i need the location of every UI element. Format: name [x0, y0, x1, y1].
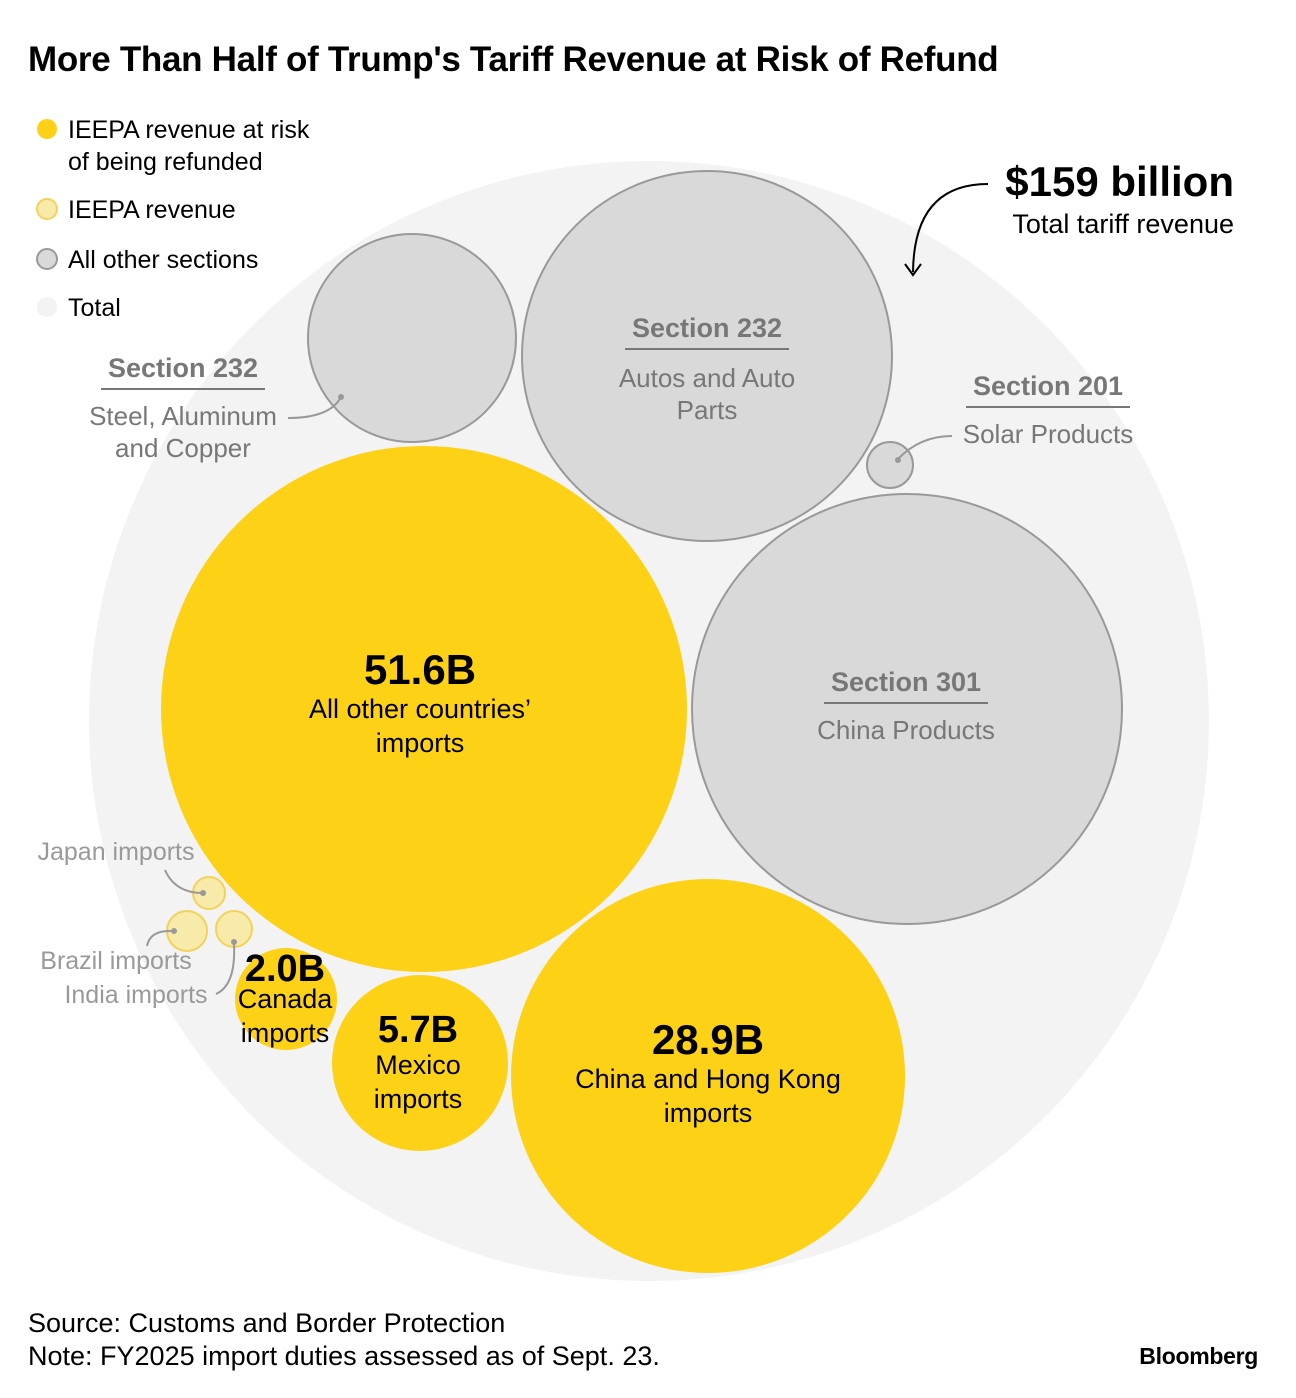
legend-label: IEEPA revenue — [68, 196, 236, 224]
source-note: Source: Customs and Border Protection — [28, 1308, 506, 1338]
bubble-s301-china — [691, 493, 1123, 925]
bubble-canada — [235, 948, 337, 1050]
leader-dot — [895, 457, 901, 463]
leader-line — [287, 396, 342, 419]
annotation-arrow — [912, 183, 989, 273]
bubble-label: imports — [241, 1018, 330, 1048]
section-title: Section 201 — [973, 371, 1123, 401]
legend-label: of being refunded — [68, 148, 263, 176]
leader-dot — [231, 939, 237, 945]
bubble-china-hk — [511, 879, 905, 1273]
total-value: $159 billion — [1005, 158, 1234, 205]
bubble-label: Steel, Aluminum — [89, 401, 277, 431]
arrow-head — [904, 263, 922, 277]
bubble-label: imports — [376, 728, 465, 758]
bloomberg-logo: Bloomberg — [1139, 1343, 1258, 1369]
bubble-label: China Products — [817, 715, 995, 745]
bubble-label: Solar Products — [963, 419, 1134, 449]
legend-swatch — [37, 297, 57, 317]
leader-line — [897, 435, 953, 460]
bubble-label: Mexico — [375, 1050, 461, 1080]
bubble-label: Autos and Auto — [619, 363, 795, 393]
section-title: Section 301 — [831, 667, 981, 697]
chart-title: More Than Half of Trump's Tariff Revenue… — [28, 40, 999, 79]
value-label: 28.9B — [652, 1016, 764, 1063]
leader-dot — [338, 394, 344, 400]
total-label: Total tariff revenue — [1012, 209, 1234, 239]
bubble-mexico — [332, 975, 508, 1151]
bubble-s232-steel — [307, 233, 517, 443]
bubble-label: Japan imports — [37, 838, 194, 866]
bubble-label: Canada — [238, 984, 334, 1014]
section-title: Section 232 — [108, 353, 258, 383]
legend-swatch — [36, 198, 58, 220]
bubble-label: imports — [664, 1098, 753, 1128]
bubble-label: Brazil imports — [40, 947, 191, 975]
value-label: 51.6B — [364, 646, 476, 693]
legend-label: IEEPA revenue at risk — [68, 116, 310, 144]
bubble-s232-autos — [521, 170, 893, 542]
leader-line — [146, 929, 173, 947]
leader-dot — [200, 890, 206, 896]
legend-swatch — [36, 248, 58, 270]
legend-swatch — [37, 119, 57, 139]
bubble-all-other-countries — [161, 446, 687, 972]
bubble-label: and Copper — [115, 433, 251, 463]
bubble-label: All other countries’ — [309, 694, 531, 724]
bubble-label: China and Hong Kong — [575, 1064, 841, 1094]
value-label: 5.7B — [378, 1009, 458, 1051]
bubble-label: Parts — [677, 395, 738, 425]
leader-dot — [171, 928, 177, 934]
bubble-s201-solar — [866, 441, 914, 489]
bubble-label: imports — [374, 1084, 463, 1114]
legend-label: All other sections — [68, 246, 258, 274]
leader-line — [164, 869, 204, 894]
section-title: Section 232 — [632, 313, 782, 343]
leader-line — [215, 943, 236, 995]
value-label: 2.0B — [245, 948, 325, 990]
footnote: Note: FY2025 import duties assessed as o… — [28, 1341, 660, 1371]
bubble-label: India imports — [64, 981, 207, 1009]
legend-label: Total — [68, 294, 121, 322]
